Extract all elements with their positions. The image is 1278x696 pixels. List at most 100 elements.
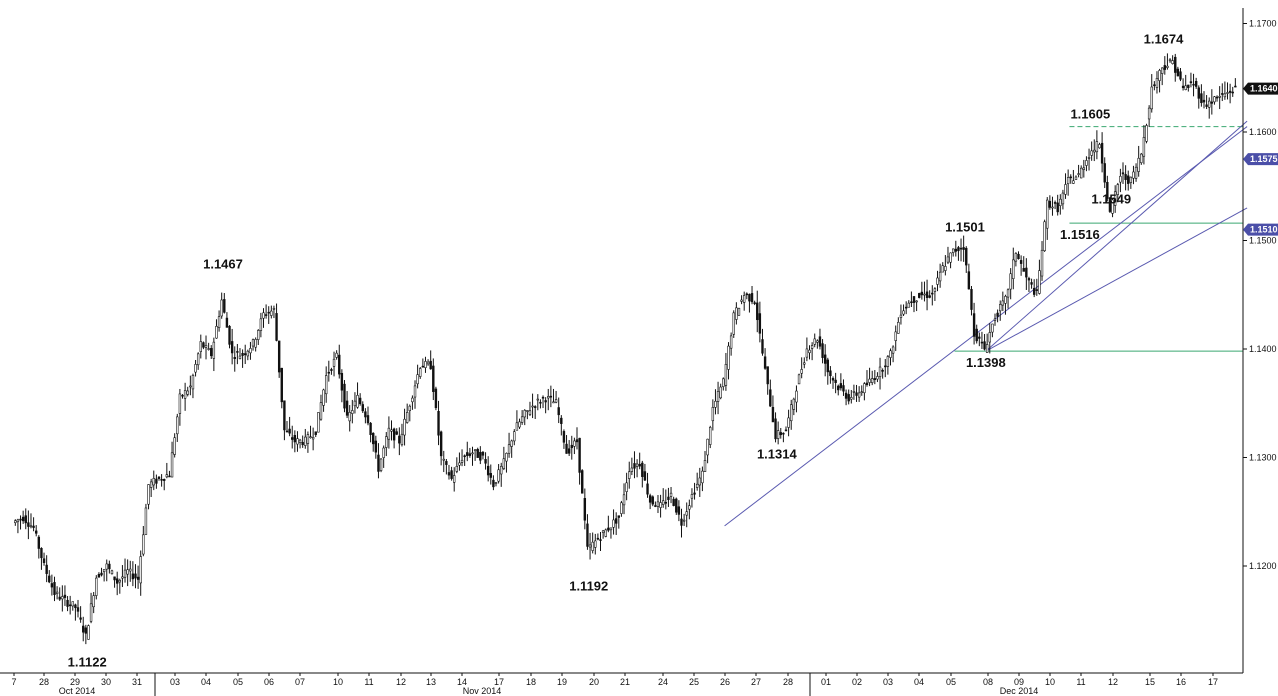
- price-bar-body: [957, 247, 960, 252]
- price-bar-body: [727, 345, 730, 370]
- price-bar-body: [544, 400, 547, 403]
- price-bar-body: [68, 604, 72, 607]
- price-bar-body: [1082, 167, 1086, 170]
- x-tick-label: 11: [364, 677, 373, 687]
- price-bar-body: [340, 372, 344, 391]
- price-bar-body: [693, 492, 696, 495]
- price-bar-body: [842, 385, 845, 392]
- price-bar-body: [468, 453, 472, 456]
- price-bar-body: [847, 394, 850, 402]
- price-bar-body: [149, 481, 153, 488]
- price-bar-body: [1140, 153, 1143, 164]
- price-bar-body: [262, 312, 265, 319]
- price-bar-body: [1069, 176, 1072, 179]
- price-bar-body: [155, 478, 158, 484]
- x-tick-label: 12: [396, 677, 406, 687]
- price-bar-body: [358, 397, 362, 405]
- price-bar-body: [889, 350, 892, 358]
- price-bar-body: [306, 434, 310, 444]
- x-tick-label: 19: [557, 677, 567, 687]
- price-bar-body: [1121, 172, 1125, 175]
- price-bar-body: [518, 421, 521, 428]
- price-bar-body: [322, 389, 325, 406]
- price-bar-body: [264, 314, 268, 316]
- price-bar-body: [1129, 176, 1133, 183]
- price-bar-body: [565, 443, 568, 454]
- price-bar-body: [1032, 287, 1036, 295]
- price-bar-body: [547, 396, 550, 399]
- price-bar-body: [21, 516, 25, 522]
- price-bar-body: [946, 256, 950, 263]
- x-tick-label: 01: [821, 677, 831, 687]
- price-bar-body: [967, 271, 971, 290]
- price-bar-body: [385, 436, 388, 448]
- price-bar-body: [1119, 175, 1122, 183]
- price-bar-body: [868, 378, 871, 383]
- x-tick-label: 28: [783, 677, 793, 687]
- price-bar-body: [379, 458, 383, 471]
- price-bar-body: [204, 345, 208, 348]
- price-bar-body: [479, 451, 482, 461]
- price-bar-body: [136, 576, 140, 580]
- price-bar-body: [949, 252, 952, 263]
- price-bar-body: [165, 474, 169, 478]
- price-annotation: 1.1314: [757, 446, 798, 461]
- price-bar-body: [1160, 67, 1164, 74]
- price-bar-body: [1051, 206, 1054, 209]
- price-bar-body: [803, 362, 806, 365]
- price-bar-body: [1111, 199, 1114, 214]
- price-bar-body: [709, 427, 712, 445]
- price-bar-body: [353, 400, 357, 407]
- price-bar-body: [1080, 167, 1083, 179]
- x-tick-label: 17: [494, 677, 504, 687]
- price-bar-body: [19, 518, 22, 521]
- price-bar-body: [1100, 142, 1104, 164]
- price-bar-body: [32, 525, 35, 528]
- price-bar-body: [118, 579, 122, 583]
- price-bar-body: [335, 352, 338, 358]
- price-bar-body: [1025, 267, 1028, 278]
- price-bar-body: [1124, 174, 1127, 180]
- price-bar-body: [959, 247, 963, 250]
- price-bar-body: [675, 498, 678, 513]
- price-tag: [1243, 153, 1278, 166]
- price-bar-body: [753, 302, 756, 304]
- price-bar-body: [732, 312, 735, 335]
- price-bar-body: [643, 471, 647, 481]
- price-bar-body: [71, 601, 74, 607]
- price-bar-body: [196, 353, 200, 366]
- price-bar-body: [413, 385, 417, 398]
- month-label: Oct 2014: [59, 686, 96, 696]
- price-bar-body: [667, 496, 670, 500]
- price-bar-body: [202, 342, 205, 348]
- price-bar-body: [207, 348, 210, 350]
- price-bar-body: [897, 321, 900, 334]
- price-bar-body: [690, 494, 694, 499]
- price-bar-body: [324, 375, 328, 395]
- price-bar-body: [771, 407, 775, 423]
- price-bar-body: [1228, 90, 1232, 93]
- price-bar-body: [254, 339, 257, 348]
- price-bar-body: [447, 472, 451, 476]
- price-bar-body: [1163, 65, 1167, 70]
- x-tick-label: 08: [983, 677, 993, 687]
- price-bar-body: [63, 594, 67, 598]
- price-bar-body: [816, 340, 819, 343]
- price-bar-body: [999, 304, 1002, 312]
- price-bar-body: [604, 529, 607, 537]
- price-bar-body: [233, 357, 236, 360]
- price-bar-body: [311, 437, 315, 440]
- price-bar-body: [1072, 180, 1075, 184]
- trend-line: [985, 207, 1248, 352]
- price-bar-body: [220, 299, 223, 317]
- price-bar-body: [244, 353, 247, 356]
- price-bar-body: [975, 328, 978, 342]
- price-bar-body: [408, 405, 411, 412]
- trend-line: [724, 126, 1248, 527]
- price-bar-body: [314, 431, 317, 435]
- price-bar-body: [298, 439, 302, 443]
- price-bar-body: [1001, 300, 1005, 306]
- price-bar-body: [1215, 96, 1219, 99]
- price-bar-body: [110, 570, 114, 575]
- price-bar-body: [698, 477, 701, 486]
